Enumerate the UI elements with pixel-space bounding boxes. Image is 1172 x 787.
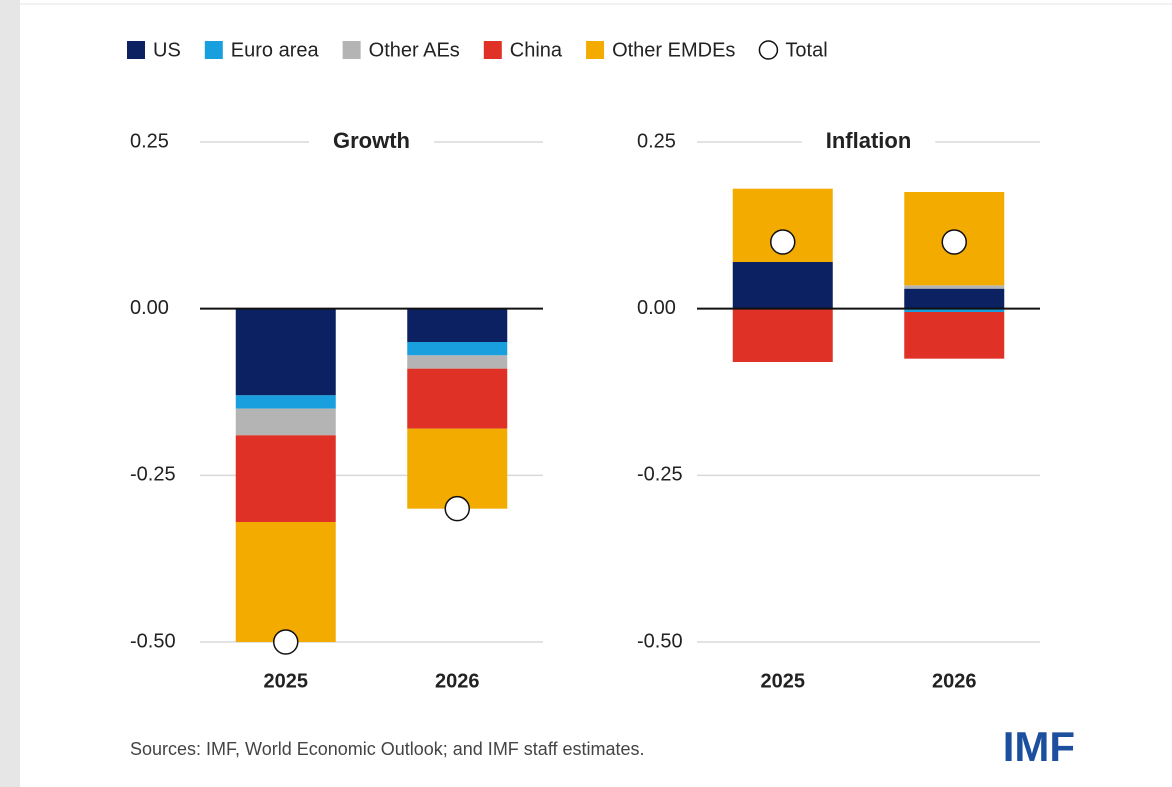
bar-segment <box>407 308 508 342</box>
y-tick-label: -0.25 <box>130 464 176 486</box>
x-tick-label: 2026 <box>932 670 977 692</box>
source-note: Sources: IMF, World Economic Outlook; an… <box>130 739 645 759</box>
x-tick-label: 2026 <box>435 670 480 692</box>
bar-segment <box>732 262 833 309</box>
title-backing <box>309 128 434 156</box>
title-backing <box>801 128 936 156</box>
bar-segment <box>407 428 508 509</box>
bar-segment <box>235 308 336 396</box>
total-marker <box>941 229 967 255</box>
legend-swatch <box>204 41 223 59</box>
bar-segment <box>904 285 1005 289</box>
logo: IMF <box>1003 723 1075 770</box>
y-tick-label: 0.00 <box>130 297 169 319</box>
legend-label: Other EMDEs <box>612 39 735 61</box>
bar-segment <box>407 355 508 369</box>
x-tick-label: 2025 <box>264 670 309 692</box>
total-marker <box>770 229 796 255</box>
x-tick-label: 2025 <box>761 670 806 692</box>
bar-segment <box>235 435 336 522</box>
bar-segment <box>235 408 336 436</box>
legend-swatch <box>342 41 361 59</box>
total-marker <box>273 629 299 655</box>
y-tick-label: -0.50 <box>637 630 683 652</box>
legend-label: China <box>510 39 563 61</box>
total-marker <box>444 495 470 522</box>
legend-swatch <box>127 41 145 59</box>
y-tick-label: -0.50 <box>130 630 176 652</box>
side-strip <box>0 0 20 787</box>
y-tick-label: 0.25 <box>637 130 676 152</box>
bar-segment <box>904 312 1005 359</box>
bar-segment <box>904 288 1005 309</box>
bar-segment <box>235 395 336 409</box>
legend-swatch <box>483 41 502 59</box>
legend-label: Euro area <box>231 39 320 61</box>
y-tick-label: -0.25 <box>637 464 683 486</box>
legend-label: Other AEs <box>369 39 460 61</box>
bar-segment <box>732 308 833 362</box>
bar-segment <box>407 342 508 356</box>
legend-total-marker <box>758 40 779 60</box>
bar-segment <box>904 308 1005 312</box>
legend-swatch <box>586 41 605 59</box>
y-tick-label: 0.25 <box>130 130 169 152</box>
panel-title: Growth <box>333 128 410 153</box>
legend-label: Total <box>785 39 827 61</box>
y-tick-label: 0.00 <box>637 297 676 319</box>
bar-segment <box>235 522 336 642</box>
legend-label: US <box>153 39 181 61</box>
bar-segment <box>407 368 508 429</box>
panel-title: Inflation <box>826 128 912 153</box>
